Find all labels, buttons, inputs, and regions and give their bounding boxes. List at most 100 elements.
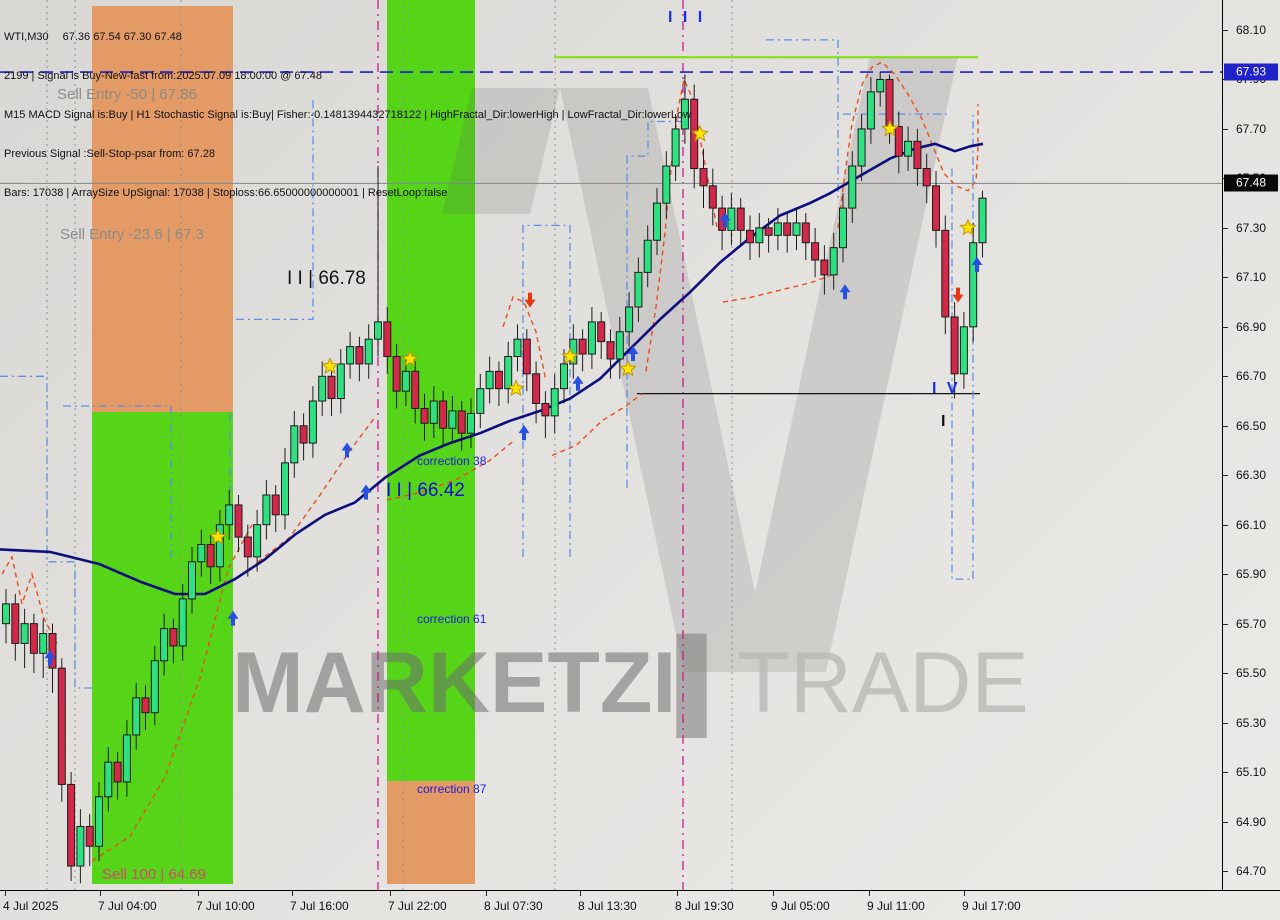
label-fib-66-42: I I | 66.42 (386, 480, 465, 501)
date-tick (100, 891, 101, 896)
candle-body (318, 375, 327, 402)
date-label: 7 Jul 16:00 (290, 899, 349, 913)
candle-body (913, 140, 922, 170)
candle-body (2, 603, 10, 625)
psar-segment (91, 524, 253, 862)
down-arrow-icon (524, 292, 536, 308)
price-label: 67.70 (1236, 121, 1267, 136)
date-tick (580, 891, 581, 896)
price-label: 68.10 (1236, 23, 1267, 37)
price-label: 64.90 (1236, 814, 1267, 829)
candle-body (67, 783, 76, 867)
candle-body (85, 825, 94, 847)
candle-body (281, 462, 289, 516)
candle-body (355, 346, 364, 365)
date-label: 7 Jul 22:00 (388, 899, 447, 913)
candle-body (857, 128, 866, 167)
channel-segment (236, 96, 314, 321)
candle-body (327, 375, 336, 400)
candle-body (11, 603, 20, 644)
candle-body (746, 229, 754, 244)
candle-body (253, 524, 262, 558)
candle-body (494, 370, 503, 390)
candle-body (476, 388, 485, 414)
up-arrow-icon (971, 256, 983, 272)
date-tick (486, 891, 487, 896)
previous-signal-line: Previous Signal :Sell-Stop-psar from: 67… (4, 148, 215, 160)
psar-segment (722, 274, 833, 303)
price-label: 67.10 (1236, 270, 1267, 285)
candle-body (978, 197, 987, 244)
price-tick (1223, 574, 1228, 576)
price-label: 65.30 (1236, 715, 1267, 730)
date-axis[interactable]: 4 Jul 2025 7 Jul 04:00 7 Jul 10:00 7 Jul 16… (0, 890, 1280, 920)
candle-body (662, 165, 671, 204)
candle-body (513, 338, 522, 358)
candle-body (262, 494, 271, 526)
price-tick (1223, 772, 1228, 774)
candle-body (578, 338, 587, 355)
candle-body (299, 425, 308, 444)
date-tick (869, 891, 870, 896)
up-arrow-icon (341, 442, 353, 458)
candle-body (197, 543, 206, 563)
date-tick (677, 891, 678, 896)
candle-body (429, 400, 438, 424)
price-tick (1223, 673, 1228, 675)
channel-segment (0, 375, 93, 689)
candle-body (969, 242, 978, 328)
candle-body (680, 98, 689, 130)
candle-body (866, 91, 875, 130)
candle-body (336, 363, 345, 400)
watermark: MARKETZI▌TRADE (232, 56, 1029, 739)
candle-body (922, 168, 931, 187)
label-sell-entry-50: Sell Entry -50 | 67.86 (57, 86, 197, 103)
watermark-text: MARKETZI▌TRADE (232, 633, 1029, 739)
label-fib-66-78: I I | 66.78 (287, 268, 366, 289)
date-label: 8 Jul 19:30 (675, 899, 734, 913)
label-sell-entry-236: Sell Entry -23.6 | 67.3 (60, 226, 204, 243)
candle-body (411, 370, 420, 409)
price-label: 66.70 (1236, 369, 1267, 384)
label-roman-iv: I V (932, 380, 961, 397)
label-correction-61: correction 61 (417, 612, 487, 626)
up-arrow-icon (627, 346, 639, 362)
star-signal-icon (881, 119, 899, 137)
price-axis[interactable]: 68.1067.9067.7067.5067.3067.1066.9066.70… (1222, 0, 1280, 890)
level-lines (0, 56, 1222, 395)
star-signal-icon (959, 218, 977, 236)
price-tick (1223, 128, 1228, 130)
psar-segment (837, 61, 979, 228)
date-tick (390, 891, 391, 896)
price-tick (1223, 277, 1228, 279)
up-arrow-icon (227, 610, 239, 626)
candle-body (122, 734, 131, 783)
candle-body (941, 229, 950, 318)
psar-segment (257, 415, 377, 563)
price-marker-67.93: 67.93 (1224, 63, 1278, 81)
candle-body (225, 504, 234, 526)
candle-body (374, 321, 382, 340)
candle-body (76, 825, 85, 867)
candle-body (597, 321, 606, 343)
candle-body (950, 316, 959, 375)
price-label: 64.70 (1236, 863, 1267, 878)
candle-body (485, 370, 494, 390)
candle-body (848, 165, 857, 209)
symbol-ohlc-line: WTI,M30 67.36 67.54 67.30 67.48 (4, 31, 691, 44)
candle-body (383, 321, 392, 358)
star-signal-icon (321, 357, 339, 374)
channel-segment (522, 224, 571, 557)
candle-body (215, 524, 224, 568)
candle-body (20, 623, 29, 644)
price-tick (1223, 30, 1228, 31)
star-signal-icon (507, 379, 525, 397)
candle-body (271, 494, 280, 516)
price-tick (1223, 425, 1228, 427)
watermark-logo (442, 56, 958, 672)
candle-body (48, 633, 57, 669)
up-arrow-icon (719, 212, 731, 228)
candle-body (671, 128, 680, 167)
candle-body (783, 222, 792, 236)
